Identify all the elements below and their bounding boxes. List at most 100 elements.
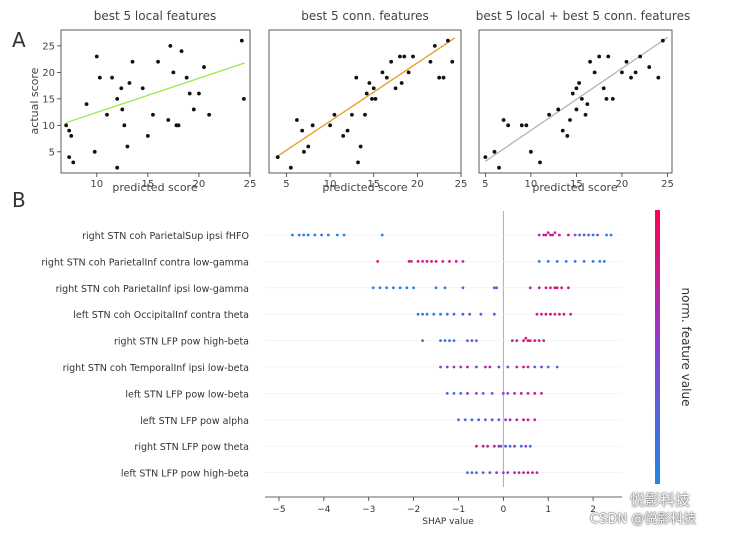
data-point — [341, 134, 346, 138]
x-tick-label: 5 — [283, 179, 289, 190]
shap-point — [385, 286, 389, 290]
data-point — [122, 123, 127, 128]
shap-point — [452, 392, 456, 395]
shap-point — [591, 260, 595, 263]
data-point — [597, 54, 602, 59]
shap-point — [506, 365, 510, 369]
shap-point — [551, 233, 555, 237]
shap-point — [546, 231, 550, 235]
shap-point — [555, 260, 559, 263]
data-point — [288, 165, 293, 170]
shap-point — [573, 233, 577, 237]
data-point — [71, 160, 76, 165]
shap-point — [522, 471, 525, 474]
shap-point — [398, 286, 402, 290]
data-point — [506, 123, 511, 128]
shap-point — [553, 286, 557, 290]
data-point — [556, 107, 561, 112]
shap-point — [528, 444, 532, 448]
feature-label: left STN coh OccipitalInf contra theta — [73, 310, 249, 321]
shap-point — [544, 233, 548, 237]
x-tick-label: −4 — [317, 505, 331, 515]
feature-label: right STN coh TemporalInf ipsi low-beta — [63, 363, 249, 374]
data-point — [302, 149, 306, 154]
data-point — [145, 134, 150, 138]
x-tick-label: 2 — [590, 505, 596, 515]
shap-point — [425, 312, 429, 316]
shap-point — [409, 260, 413, 263]
shap-point — [439, 365, 442, 369]
plot-frame — [478, 29, 673, 174]
data-point — [140, 86, 145, 91]
data-point — [450, 59, 455, 64]
shap-point — [302, 233, 306, 237]
shap-point — [441, 260, 445, 263]
data-point — [441, 75, 446, 80]
data-point — [187, 91, 192, 96]
shap-point — [439, 312, 442, 316]
x-tick-label: 20 — [193, 179, 206, 190]
shap-point — [524, 336, 528, 340]
data-point — [565, 134, 570, 138]
data-point — [125, 144, 130, 149]
shap-point — [313, 233, 317, 237]
shap-point — [553, 312, 557, 316]
shap-point — [492, 444, 496, 448]
data-point — [64, 123, 69, 128]
x-tick-label: 10 — [324, 179, 337, 190]
colorbar — [655, 210, 660, 484]
data-point — [197, 91, 201, 96]
scatter-panel-local: best 5 local features predicted score ac… — [28, 9, 256, 194]
scatter-panel-conn: best 5 conn. features predicted score 5 1… — [268, 9, 467, 194]
shap-point — [526, 365, 530, 369]
data-point — [115, 165, 120, 170]
y-tick-label: 25 — [42, 41, 55, 52]
shap-point — [481, 444, 485, 448]
shap-point — [432, 312, 436, 316]
data-point — [110, 75, 114, 80]
data-point — [647, 65, 652, 69]
shap-point — [457, 418, 460, 422]
data-point — [538, 160, 542, 165]
shap-point — [452, 365, 456, 369]
shap-point — [470, 339, 474, 342]
shap-point — [452, 339, 456, 342]
shap-point — [560, 286, 564, 290]
shap-point — [519, 444, 523, 448]
data-point — [358, 144, 363, 149]
shap-point — [434, 260, 438, 263]
shap-point — [555, 286, 559, 290]
shap-point — [497, 418, 501, 422]
shap-point — [540, 365, 543, 369]
data-point — [92, 149, 97, 154]
shap-point — [483, 418, 487, 422]
data-point — [601, 86, 606, 91]
data-point — [384, 75, 389, 80]
data-point — [94, 54, 99, 59]
shap-point — [528, 339, 532, 342]
data-point — [130, 59, 135, 64]
y-tick-label: 10 — [42, 121, 55, 132]
data-point — [588, 59, 592, 64]
shap-point — [522, 418, 525, 422]
shap-point — [535, 471, 539, 474]
data-point — [656, 75, 661, 80]
data-point — [604, 96, 609, 101]
shap-point — [459, 392, 463, 395]
shap-point — [497, 365, 501, 369]
watermark-csdn: CSDN @悦影科技 — [590, 512, 697, 527]
shap-point — [515, 418, 519, 422]
data-point — [356, 160, 360, 165]
shap-point — [609, 233, 613, 237]
shap-point — [466, 339, 469, 342]
shap-point — [544, 312, 548, 316]
regression-line — [485, 36, 668, 162]
data-point — [398, 54, 402, 59]
data-point — [620, 70, 624, 75]
shap-point — [306, 233, 310, 237]
shap-point — [445, 312, 449, 316]
data-point — [579, 96, 584, 101]
shap-point — [537, 260, 541, 263]
shap-point — [466, 471, 469, 474]
shap-point — [549, 286, 552, 290]
